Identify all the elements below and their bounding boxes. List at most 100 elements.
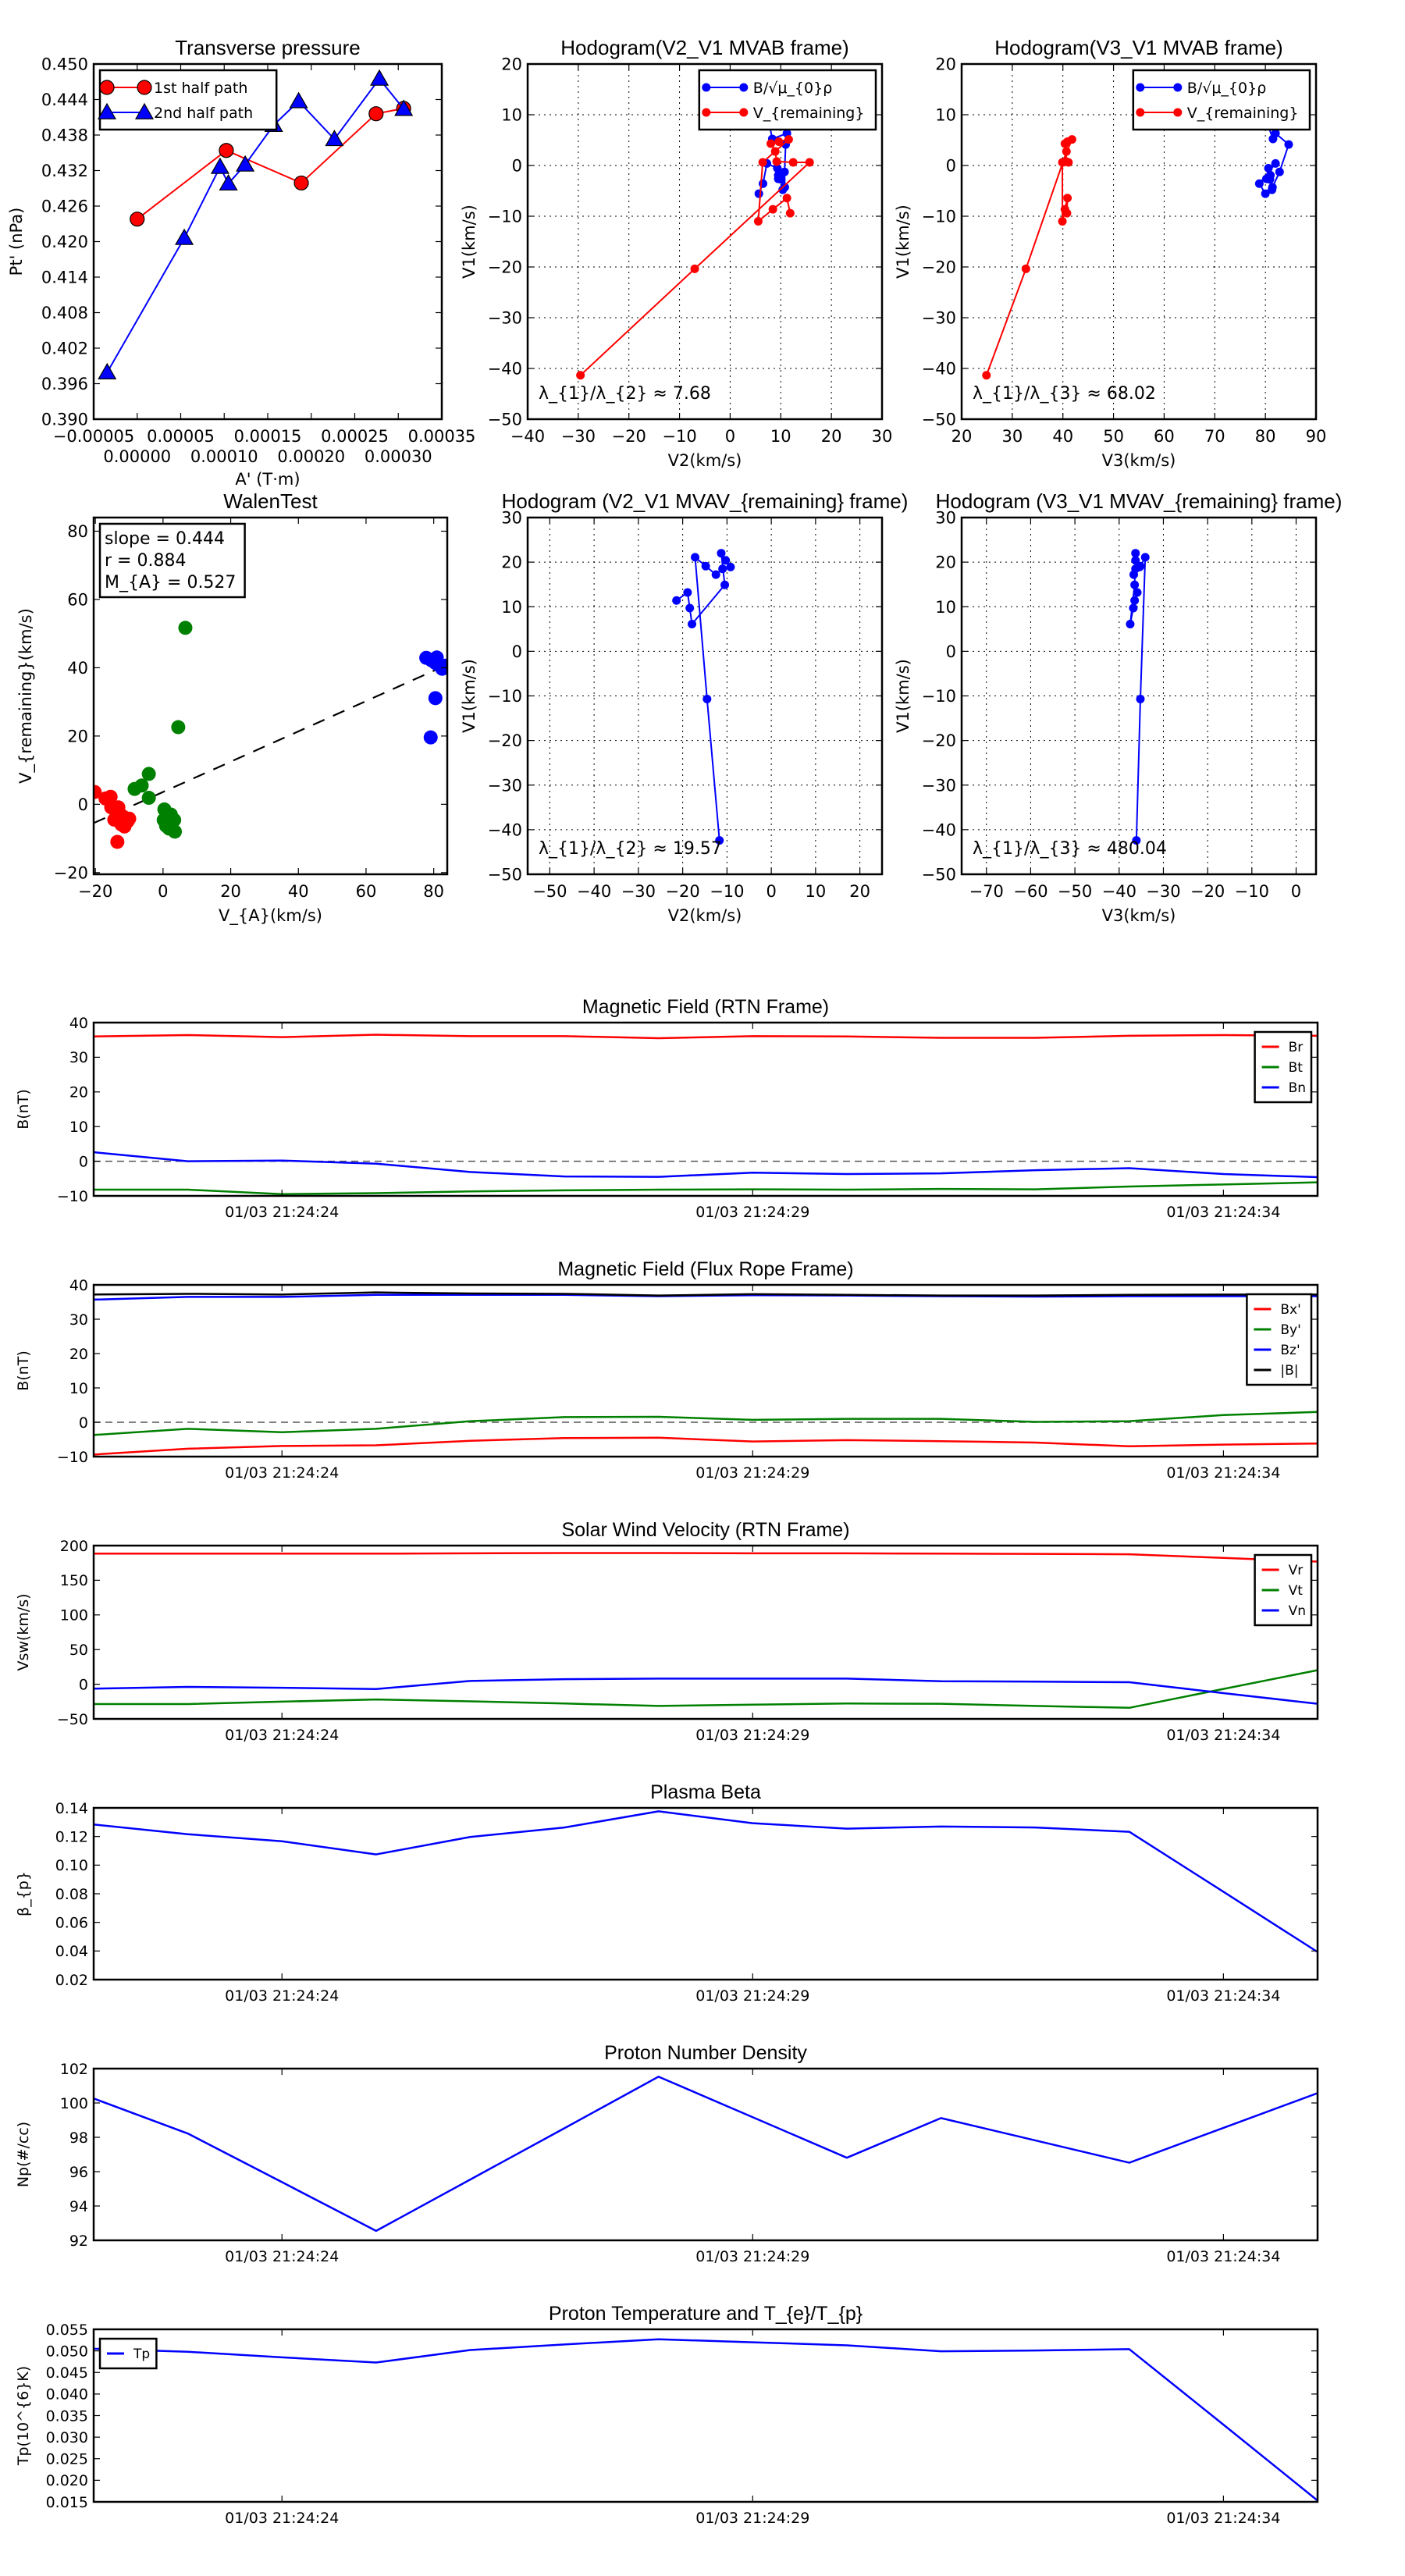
panel-h2: 20 30 40 50 60 70 80 90 −50 −40 −30 −20 −10 0 10 20 Hodo… [894,36,1326,470]
x-tick-label: 0 [725,427,735,446]
legend-marker [739,108,749,117]
x-tick-label: 10 [770,427,791,446]
data-point [325,130,344,147]
series-tp [94,2338,1318,2502]
data-point [774,174,783,183]
x-axis-label: V_{A}(km/s) [219,906,322,926]
y-tick-label: 0.04 [55,1943,88,1960]
y-tick-label: −40 [488,360,522,379]
annotation: λ_{1}/λ_{2} ≈ 7.68 [539,384,711,404]
y-tick-label: −30 [488,776,522,795]
x-tick-label: 01/03 21:24:24 [225,2248,339,2265]
data-point [178,621,193,635]
chart-title: Transverse pressure [175,36,360,59]
data-point [788,158,798,167]
panel-walen: −20 0 20 40 60 80 −20 0 20 40 60 80 WalenTest V_{A}(k… [16,489,449,926]
y-tick-label: 30 [501,509,522,528]
annotation-text: slope = 0.444 [105,529,225,549]
y-tick-label: 0.450 [41,55,88,74]
y-tick-label: −10 [57,1188,88,1205]
legend-label: Bt [1289,1060,1304,1076]
y-tick-label: 0.030 [46,2429,88,2446]
x-tick-label: 01/03 21:24:34 [1166,1464,1280,1482]
data-point [171,720,186,735]
data-point [754,189,763,198]
series-br [94,1034,1318,1040]
legend-label: Vt [1289,1583,1304,1599]
data-point [1264,164,1273,173]
plot-area [94,1810,1318,1953]
series-line [106,77,404,373]
panel-h3: −50 −40 −30 −20 −10 0 10 20 −50 −40 −30 −20 −10 0 10 20… [460,489,908,925]
legend-marker [702,108,711,117]
x-tick-label: 40 [288,882,309,901]
annotation-box [98,522,246,599]
x-tick-label: 20 [821,427,842,446]
legend-entry: B/√μ_{0}ρ [702,80,832,97]
legend-marker [1136,108,1145,117]
chart-title: Magnetic Field (Flux Rope Frame) [557,1258,853,1280]
legend-entry: Bz' [1254,1343,1300,1358]
legend-entry: Bx' [1254,1302,1301,1318]
data-point [805,158,814,167]
x-tick-label: 40 [1052,427,1073,446]
panel-h1: −40 −30 −20 −10 0 10 20 30−50−40−30−20−1001020H… [460,36,892,470]
data-point [1058,158,1067,167]
annotation-text: r = 0.884 [105,551,186,571]
y-tick-label: 10 [501,106,522,125]
y-tick-label: 0.12 [55,1829,88,1846]
data-point [1131,556,1140,565]
legend-entry: By' [1254,1322,1301,1338]
data-point [1254,179,1264,188]
data-point [1058,217,1067,226]
y-axis-label: Vsw(km/s) [15,1593,32,1670]
data-point [759,179,768,188]
y-tick-label: 80 [67,522,88,541]
y-axis-label: V1(km/s) [894,205,912,279]
series-line [94,1810,1318,1953]
plot-area [528,64,882,419]
x-tick-label: 80 [423,882,444,901]
data-point [1062,147,1071,156]
annotation-text: λ_{1}/λ_{2} ≈ 7.68 [539,384,711,404]
y-tick-label: 0.050 [46,2343,88,2360]
legend-box [1132,69,1311,131]
x-tick-label: 01/03 21:24:34 [1166,1727,1280,1744]
legend-entry: |B| [1254,1363,1299,1379]
x-tick-label: 01/03 21:24:29 [695,1204,809,1221]
y-tick-label: 98 [69,2129,88,2147]
annotation: λ_{1}/λ_{2} ≈ 19.57 [539,839,722,859]
y-tick-label: −20 [488,258,522,277]
legend-marker [1173,108,1183,117]
series-vr [94,1552,1318,1563]
data-point [672,596,681,605]
legend-marker [702,83,711,92]
data-point [160,814,175,829]
y-axis-label: Tp(10^{6}K) [15,2366,32,2466]
y-tick-label: 0.444 [41,91,88,109]
series-bn [94,1151,1318,1179]
data-point [1271,158,1280,168]
y-tick-label: 0 [512,642,522,661]
series-line [94,1436,1318,1456]
x-tick-label: 0 [1291,882,1301,901]
data-point [127,781,142,796]
data-point [110,834,125,849]
data-point [210,157,229,174]
y-tick-label: −50 [922,411,956,429]
x-tick-label: −0.00005 [53,427,134,446]
y-axis-label: V1(km/s) [460,659,478,733]
data-point [219,143,234,158]
data-point [688,620,697,629]
data-point [774,137,784,147]
annotation: λ_{1}/λ_{3} ≈ 68.02 [973,384,1156,404]
x-tick-label: 0.00005 [147,427,215,446]
x-tick-label: 30 [872,427,893,446]
y-tick-label: 96 [69,2164,88,2181]
y-tick-label: 40 [69,1277,88,1294]
y-tick-label: −40 [922,360,956,379]
legend-label: 2nd half path [154,105,253,122]
plot-area [94,2338,1318,2502]
series-vn [94,1678,1318,1705]
data-point [691,553,700,562]
